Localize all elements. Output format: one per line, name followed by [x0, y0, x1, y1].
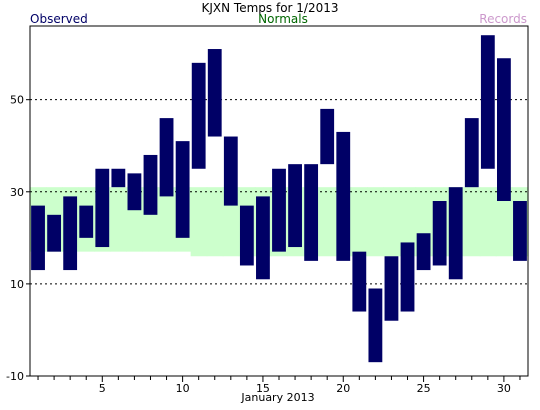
x-tick-label-15: 15 — [256, 382, 270, 395]
x-tick-label-25: 25 — [417, 382, 431, 395]
observed-bar-day-19 — [320, 108, 335, 165]
normal-range-day-24 — [399, 187, 417, 257]
normal-range-day-6 — [110, 187, 127, 252]
observed-bar-day-23 — [384, 256, 399, 321]
observed-bar-day-30 — [497, 58, 511, 201]
observed-bar-day-18 — [304, 164, 319, 261]
observed-bar-day-3 — [63, 196, 78, 271]
normal-range-day-23 — [383, 187, 401, 257]
legend-normals: Normals — [258, 12, 308, 26]
observed-bar-day-2 — [47, 214, 62, 252]
observed-bar-day-5 — [95, 168, 110, 248]
x-tick-label-20: 20 — [336, 382, 350, 395]
observed-bar-day-8 — [143, 154, 158, 215]
observed-bar-day-20 — [336, 131, 351, 261]
observed-bar-day-29 — [480, 35, 495, 169]
normal-range-day-30 — [495, 187, 513, 257]
observed-bar-day-28 — [464, 118, 479, 188]
observed-bar-day-17 — [288, 164, 302, 248]
observed-bar-day-22 — [368, 288, 383, 363]
x-tick-label-30: 30 — [497, 382, 511, 395]
y-tick-label-10: 10 — [10, 278, 24, 291]
observed-bar-day-9 — [159, 118, 174, 197]
observed-bar-day-14 — [239, 205, 254, 266]
normal-range-day-21 — [351, 187, 368, 257]
normal-range-day-11 — [190, 187, 208, 257]
observed-bar-day-10 — [175, 141, 190, 238]
observed-bar-day-31 — [513, 201, 527, 261]
x-tick-label-10: 10 — [176, 382, 190, 395]
normal-range-day-12 — [206, 187, 224, 257]
observed-bar-day-1 — [31, 205, 45, 271]
observed-bar-day-7 — [127, 173, 142, 211]
observed-bar-day-13 — [223, 136, 238, 206]
y-tick-label--10: -10 — [6, 370, 24, 383]
bars-layer — [31, 35, 527, 363]
legend-records: Records — [479, 12, 527, 26]
x-axis-label: January 2013 — [240, 391, 314, 404]
observed-bar-day-4 — [79, 205, 94, 238]
observed-bar-day-25 — [416, 233, 431, 271]
observed-bar-day-12 — [207, 49, 222, 137]
chart-title: KJXN Temps for 1/2013 — [202, 1, 339, 15]
normal-range-day-19 — [319, 187, 336, 257]
y-tick-label-30: 30 — [10, 186, 24, 199]
normal-range-day-9 — [158, 187, 176, 252]
observed-bar-day-16 — [272, 168, 286, 252]
y-tick-label-50: 50 — [10, 94, 24, 107]
observed-bar-day-6 — [111, 168, 126, 188]
normal-range-day-29 — [479, 187, 497, 257]
observed-bar-day-15 — [256, 196, 270, 280]
grid-layer — [30, 99, 528, 285]
observed-bar-day-26 — [432, 201, 447, 266]
x-tick-label-5: 5 — [99, 382, 106, 395]
observed-bar-day-11 — [191, 62, 206, 169]
observed-bar-day-27 — [448, 187, 463, 280]
legend-observed: Observed — [30, 12, 88, 26]
observed-bar-day-21 — [352, 251, 367, 312]
normal-range-day-22 — [367, 187, 385, 257]
normal-range-day-28 — [463, 187, 481, 257]
axis-layer: 5 10 15 20 25 30 -10 10 30 50 — [6, 94, 521, 395]
observed-bar-day-24 — [400, 242, 415, 312]
